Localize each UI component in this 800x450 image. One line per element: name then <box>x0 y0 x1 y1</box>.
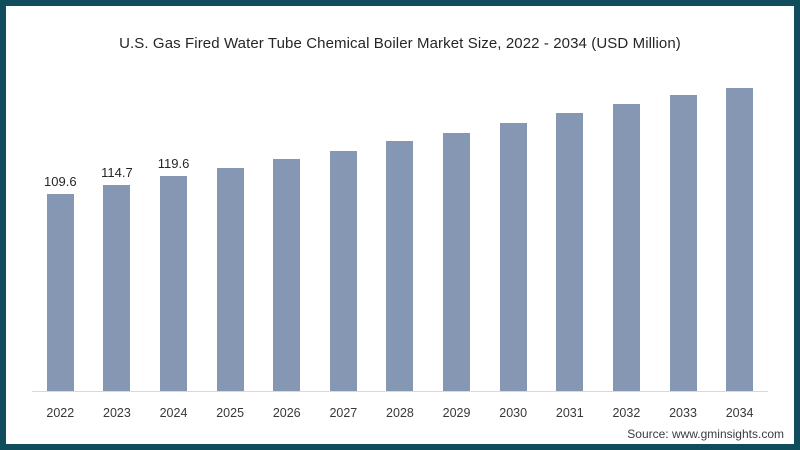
bar-2030 <box>499 123 527 391</box>
x-axis-labels: 2022 2023 2024 2025 2026 2027 2028 2029 2030 2031… <box>32 406 768 420</box>
bar-slot-2028 <box>372 78 429 391</box>
bar-value-label-2024: 119.6 <box>157 156 190 171</box>
bar-2022 <box>46 194 74 391</box>
x-axis-label-2024: 2024 <box>159 406 188 420</box>
x-axis-label-2031: 2031 <box>555 406 584 420</box>
x-axis-label-2034: 2034 <box>725 406 754 420</box>
bar-value-label-2022: 109.6 <box>44 174 77 189</box>
bar-slot-2026 <box>258 78 315 391</box>
source-attribution: Source: www.gminsights.com <box>627 427 784 441</box>
x-axis-label-2033: 2033 <box>669 406 697 420</box>
bar-2028 <box>386 141 414 391</box>
bar-2034 <box>726 88 754 391</box>
x-axis-label-2028: 2028 <box>386 406 414 420</box>
bar-slot-2023: 114.7 <box>89 78 146 391</box>
bar-2027 <box>329 151 357 391</box>
bar-2032 <box>612 104 640 391</box>
bar-slot-2031 <box>541 78 598 391</box>
bar-slot-2025 <box>202 78 259 391</box>
bar-slot-2024: 119.6 <box>145 78 202 391</box>
x-axis-label-2026: 2026 <box>272 406 301 420</box>
bar-2029 <box>443 133 471 391</box>
bar-slot-2022: 109.6 <box>32 78 89 391</box>
chart-title: U.S. Gas Fired Water Tube Chemical Boile… <box>119 35 681 52</box>
bar-chart: 109.6 114.7 119.6 <box>32 78 768 392</box>
x-axis-label-2030: 2030 <box>499 406 528 420</box>
bar-slot-2030 <box>485 78 542 391</box>
bar-slot-2029 <box>428 78 485 391</box>
bar-slot-2033 <box>655 78 712 391</box>
bar-2026 <box>273 159 301 391</box>
x-axis-label-2029: 2029 <box>442 406 471 420</box>
bar-2024 <box>160 176 188 391</box>
x-axis-label-2022: 2022 <box>46 406 75 420</box>
x-axis-label-2023: 2023 <box>103 406 131 420</box>
x-axis-label-2025: 2025 <box>216 406 245 420</box>
bar-2023 <box>103 185 131 391</box>
bar-value-label-2023: 114.7 <box>101 165 133 180</box>
bar-2031 <box>556 113 584 391</box>
x-axis-label-2027: 2027 <box>329 406 358 420</box>
bar-2025 <box>216 168 244 391</box>
bar-2033 <box>669 95 697 391</box>
bar-slot-2027 <box>315 78 372 391</box>
x-axis-label-2032: 2032 <box>612 406 641 420</box>
bar-slot-2034 <box>711 78 768 391</box>
bar-slot-2032 <box>598 78 655 391</box>
